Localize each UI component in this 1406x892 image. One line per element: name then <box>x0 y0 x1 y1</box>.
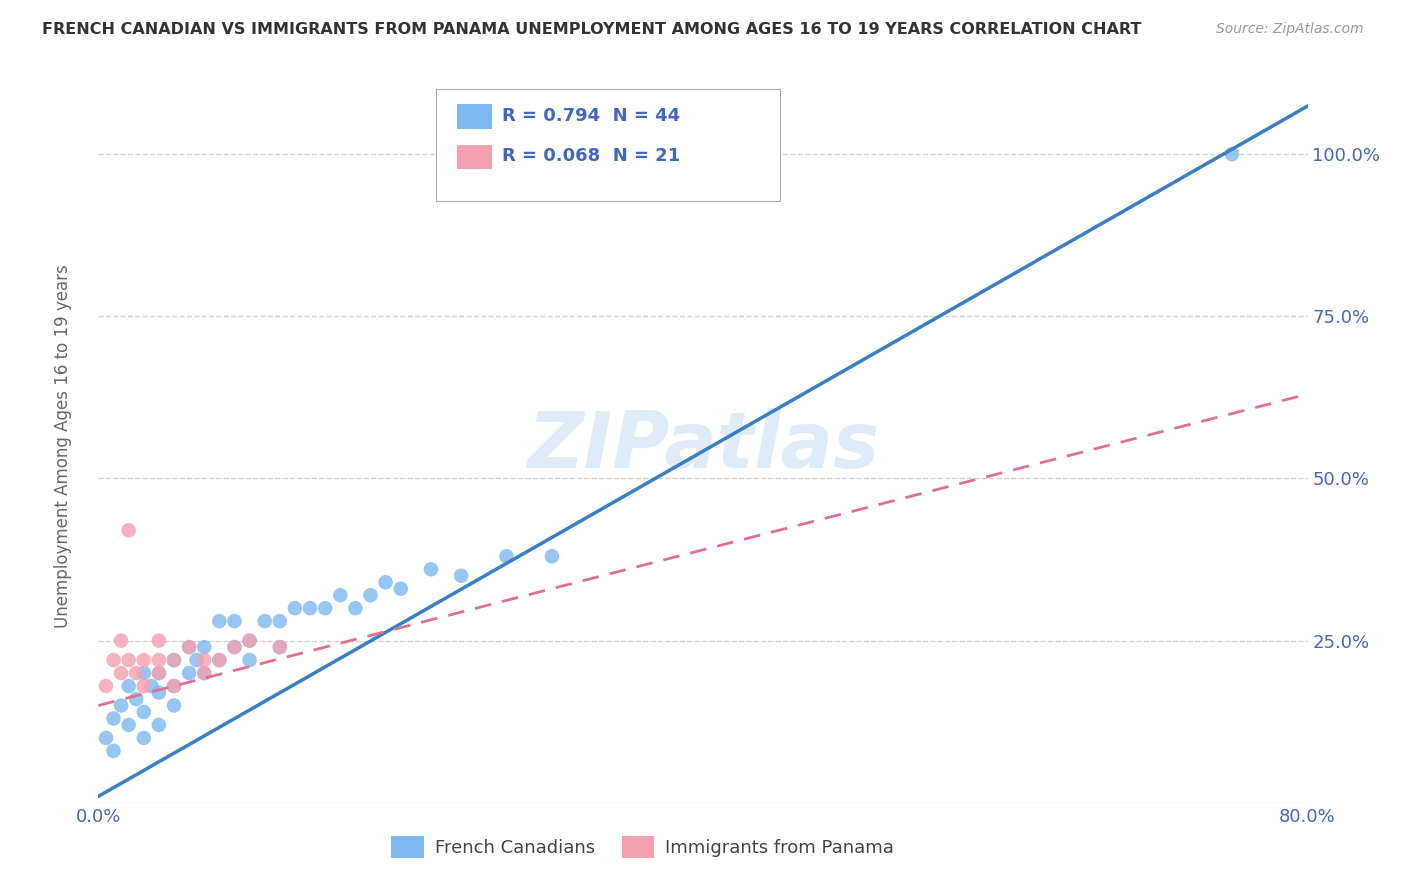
Point <box>239 633 262 648</box>
Point <box>224 614 246 628</box>
Point <box>284 601 307 615</box>
Point <box>118 718 141 732</box>
Point <box>163 653 186 667</box>
Point <box>186 653 208 667</box>
Text: FRENCH CANADIAN VS IMMIGRANTS FROM PANAMA UNEMPLOYMENT AMONG AGES 16 TO 19 YEARS: FRENCH CANADIAN VS IMMIGRANTS FROM PANAM… <box>42 22 1142 37</box>
Point <box>148 718 170 732</box>
Point <box>193 666 215 681</box>
Point <box>132 731 155 745</box>
Point <box>110 698 132 713</box>
Point <box>179 640 201 654</box>
Point <box>103 744 125 758</box>
Point <box>125 692 148 706</box>
Point <box>208 653 231 667</box>
Point <box>450 568 472 582</box>
Point <box>344 601 367 615</box>
Point <box>253 614 276 628</box>
Point <box>148 685 170 699</box>
Text: R = 0.068  N = 21: R = 0.068 N = 21 <box>502 147 681 165</box>
Point <box>193 640 215 654</box>
Point <box>329 588 352 602</box>
Point <box>94 679 117 693</box>
Point <box>132 705 155 719</box>
Point <box>163 698 186 713</box>
Point <box>132 679 155 693</box>
Point <box>374 575 396 590</box>
Point <box>132 666 155 681</box>
Point <box>314 601 336 615</box>
Point <box>208 653 231 667</box>
Point <box>110 633 132 648</box>
Point <box>269 640 291 654</box>
Point <box>141 679 163 693</box>
Point <box>239 653 262 667</box>
Text: Unemployment Among Ages 16 to 19 years: Unemployment Among Ages 16 to 19 years <box>55 264 72 628</box>
Point <box>163 679 186 693</box>
Point <box>163 653 186 667</box>
Point <box>224 640 246 654</box>
Point <box>148 666 170 681</box>
Point <box>1220 147 1243 161</box>
Point <box>148 666 170 681</box>
Point <box>208 614 231 628</box>
Point <box>299 601 322 615</box>
Point <box>360 588 382 602</box>
Point <box>118 679 141 693</box>
Point <box>163 679 186 693</box>
Point <box>540 549 562 564</box>
Point <box>495 549 517 564</box>
Point <box>269 640 291 654</box>
Point <box>389 582 412 596</box>
Point <box>179 666 201 681</box>
Legend: French Canadians, Immigrants from Panama: French Canadians, Immigrants from Panama <box>384 829 901 865</box>
Point <box>125 666 148 681</box>
Text: R = 0.794  N = 44: R = 0.794 N = 44 <box>502 107 681 125</box>
Point <box>103 653 125 667</box>
Text: Source: ZipAtlas.com: Source: ZipAtlas.com <box>1216 22 1364 37</box>
Point <box>132 653 155 667</box>
Point <box>224 640 246 654</box>
Text: ZIPatlas: ZIPatlas <box>527 408 879 484</box>
Point <box>118 653 141 667</box>
Point <box>239 633 262 648</box>
Point <box>110 666 132 681</box>
Point <box>269 614 291 628</box>
Point <box>179 640 201 654</box>
Point <box>420 562 443 576</box>
Point <box>148 633 170 648</box>
Point <box>94 731 117 745</box>
Point <box>193 653 215 667</box>
Point <box>148 653 170 667</box>
Point <box>193 666 215 681</box>
Point <box>118 524 141 538</box>
Point <box>103 711 125 725</box>
